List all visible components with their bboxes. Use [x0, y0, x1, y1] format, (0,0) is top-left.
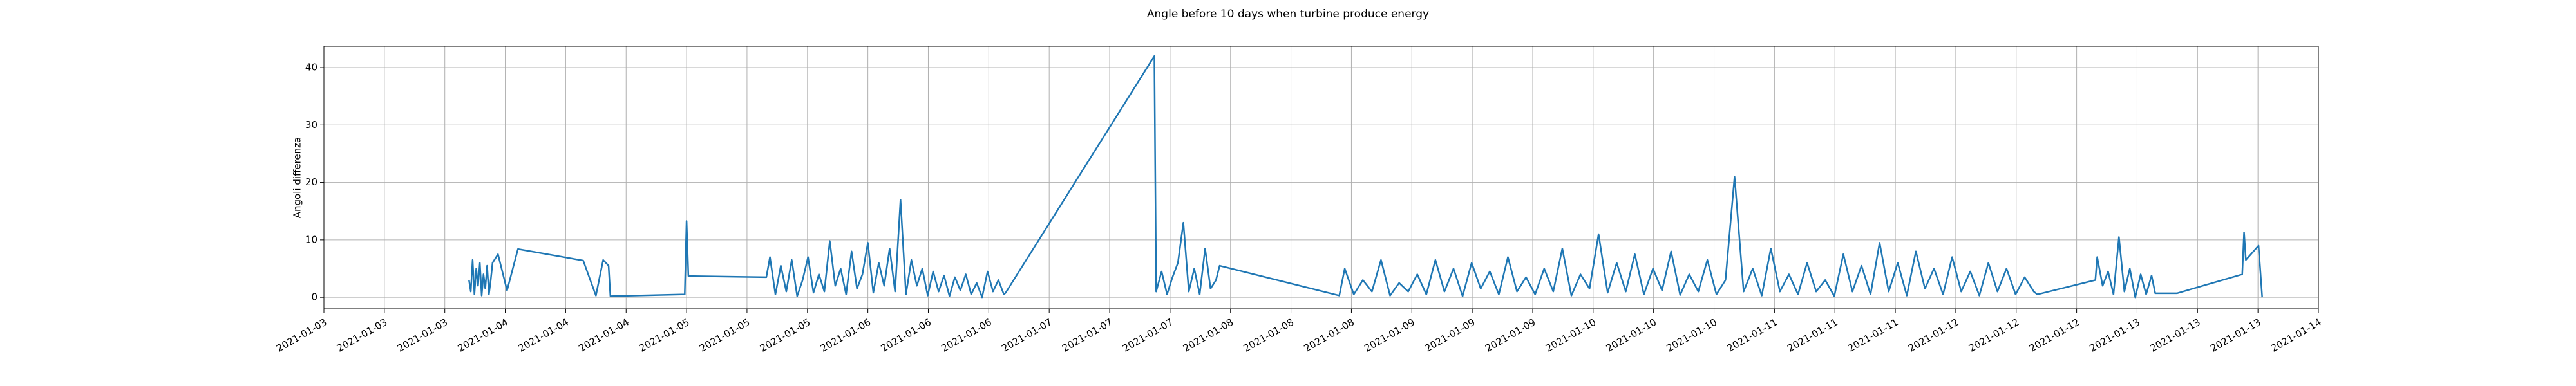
- x-tick-label: 2021-01-03: [395, 317, 450, 354]
- x-tick-label: 2021-01-08: [1242, 317, 1296, 354]
- x-tick-label: 2021-01-04: [456, 317, 511, 354]
- x-tick-label: 2021-01-11: [1785, 317, 1840, 354]
- x-tick-label: 2021-01-13: [2148, 317, 2202, 354]
- x-tick-label: 2021-01-11: [1725, 317, 1779, 354]
- x-tick-label: 2021-01-09: [1362, 317, 1417, 354]
- y-tick-label: 10: [305, 234, 317, 245]
- x-tick-label: 2021-01-03: [335, 317, 390, 354]
- x-tick-label: 2021-01-13: [2208, 317, 2263, 354]
- data-line: [468, 55, 2263, 299]
- x-tick-label: 2021-01-06: [939, 317, 994, 354]
- x-tick-label: 2021-01-10: [1604, 317, 1659, 354]
- x-tick-label: 2021-01-12: [1906, 317, 1961, 354]
- x-tick-label: 2021-01-04: [576, 317, 631, 354]
- x-tick-label: 2021-01-05: [637, 317, 692, 354]
- x-tick-label: 2021-01-12: [1967, 317, 2022, 354]
- y-tick-label: 30: [305, 119, 317, 131]
- x-tick-label: 2021-01-10: [1665, 317, 1719, 354]
- x-tick-label: 2021-01-08: [1302, 317, 1357, 354]
- x-tick-label: 2021-01-06: [879, 317, 934, 354]
- x-tick-label: 2021-01-10: [1544, 317, 1598, 354]
- x-tick-label: 2021-01-09: [1483, 317, 1538, 354]
- x-tick-label: 2021-01-09: [1423, 317, 1477, 354]
- y-tick-label: 0: [311, 291, 317, 303]
- x-tick-label: 2021-01-08: [1181, 317, 1236, 354]
- x-tick-label: 2021-01-06: [819, 317, 873, 354]
- x-tick-label: 2021-01-07: [999, 317, 1054, 354]
- chart-title: Angle before 10 days when turbine produc…: [1147, 8, 1429, 21]
- x-tick-label: 2021-01-05: [758, 317, 813, 354]
- x-tick-label: 2021-01-07: [1060, 317, 1115, 354]
- plot-frame: [323, 46, 2319, 309]
- x-tick-label: 2021-01-13: [2088, 317, 2143, 354]
- y-tick-label: 40: [305, 62, 317, 73]
- x-tick-label: 2021-01-05: [697, 317, 752, 354]
- x-tick-label: 2021-01-11: [1846, 317, 1900, 354]
- x-tick-label: 2021-01-07: [1121, 317, 1175, 354]
- x-tick-label: 2021-01-04: [516, 317, 571, 354]
- x-tick-label: 2021-01-14: [2269, 317, 2324, 354]
- x-tick-label: 2021-01-03: [274, 317, 329, 354]
- y-axis-label: Angoli differenza: [292, 137, 303, 218]
- x-tick-label: 2021-01-12: [2027, 317, 2082, 354]
- y-tick-label: 20: [305, 176, 317, 188]
